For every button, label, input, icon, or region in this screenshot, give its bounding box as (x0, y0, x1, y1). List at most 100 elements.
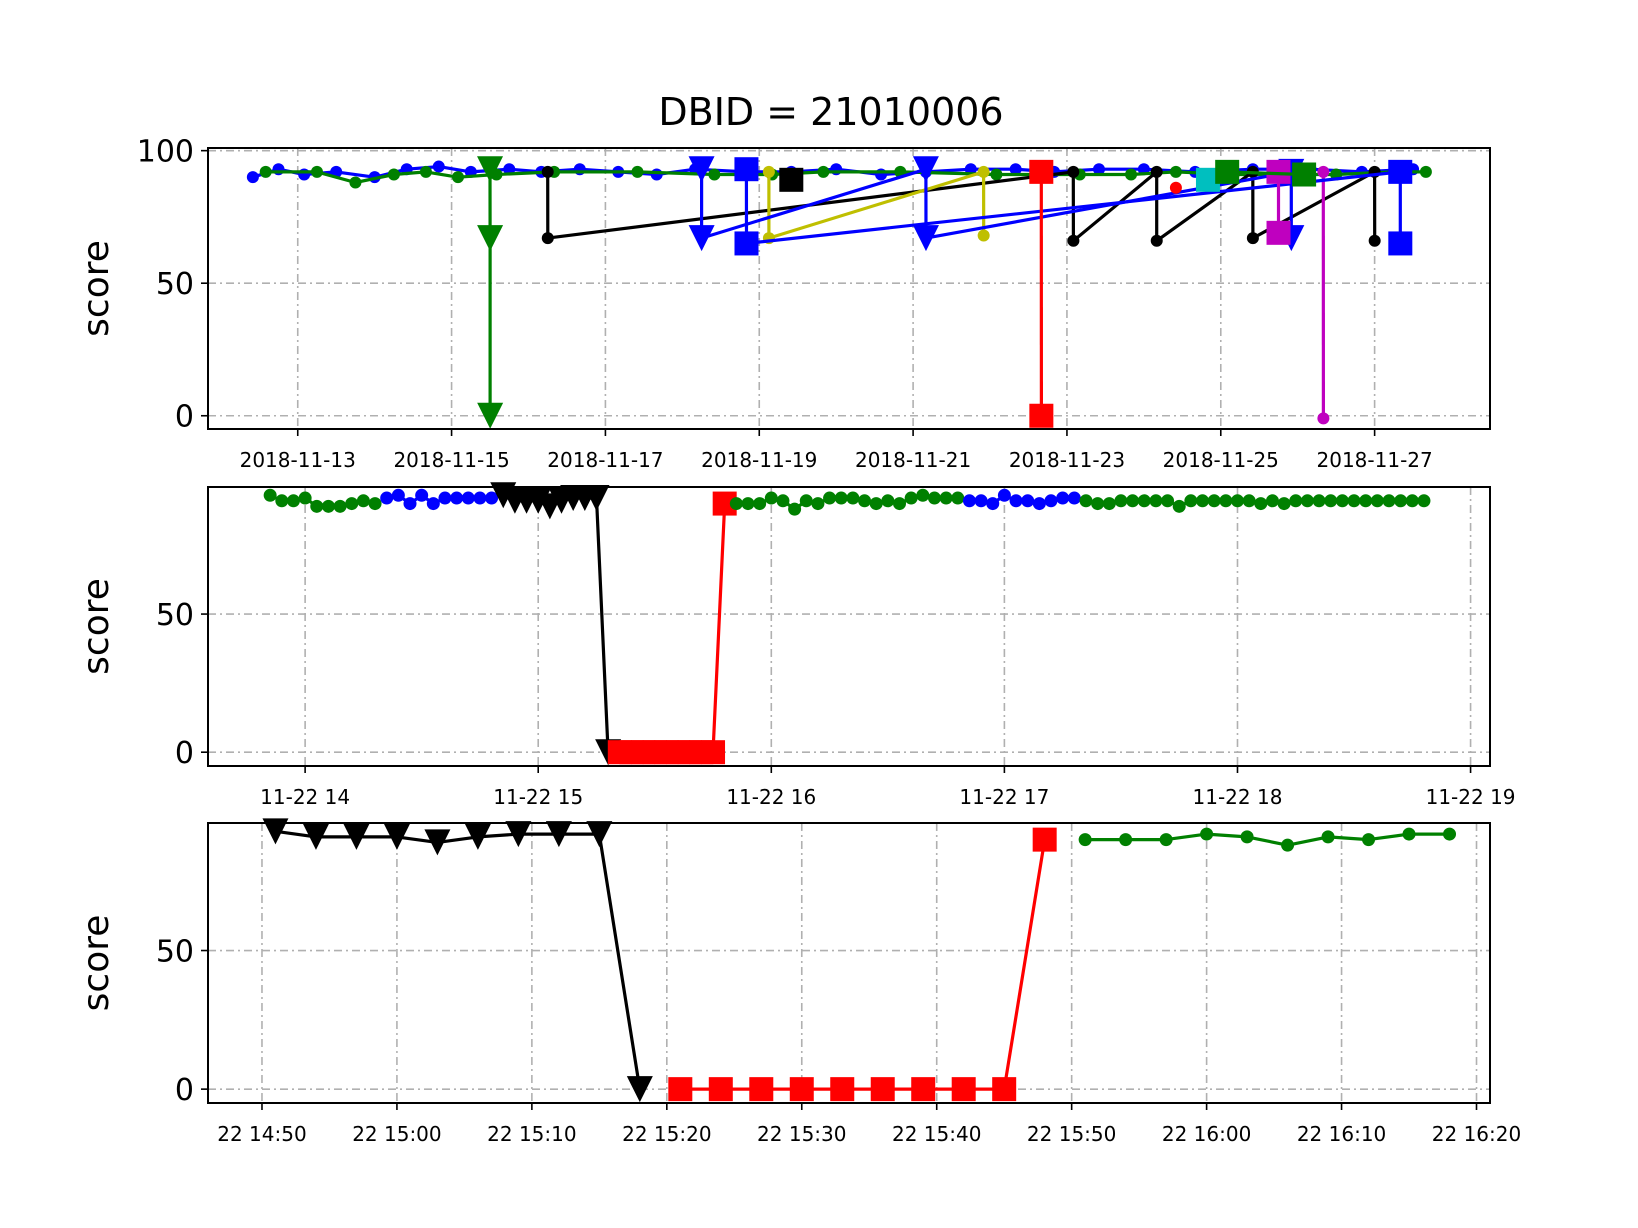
data-point (321, 499, 335, 513)
data-point (1078, 833, 1092, 847)
data-point (749, 1077, 774, 1102)
data-point (343, 823, 370, 850)
axes-frame (207, 822, 1491, 1104)
series-line (767, 170, 986, 240)
data-point (1405, 494, 1419, 508)
data-point (1388, 159, 1413, 184)
data-point (799, 494, 813, 508)
data-point (451, 171, 464, 184)
series-0 (263, 488, 382, 513)
data-point (1092, 163, 1105, 176)
data-point (246, 171, 259, 184)
data-point (1056, 491, 1070, 505)
data-point (893, 497, 907, 511)
data-point (1172, 499, 1186, 513)
data-point (302, 823, 329, 850)
axes-frame (207, 147, 1491, 430)
series-11 (1215, 159, 1317, 187)
series-4 (1317, 165, 1330, 425)
data-point (391, 488, 405, 502)
data-point (505, 821, 532, 848)
data-point (349, 176, 362, 189)
x-tick-label: 22 15:40 (892, 1122, 981, 1146)
data-point (419, 165, 432, 178)
data-point (1091, 497, 1105, 511)
data-point (1200, 827, 1214, 841)
series-3 (607, 491, 737, 765)
data-point (1419, 165, 1432, 178)
x-tick-label: 2018-11-19 (701, 448, 817, 472)
panel-hours: 11-22 14 11-22 15 11-22 16 11-22 17 11-22 18… (76, 482, 1516, 809)
x-tick-label: 2018-11-23 (1009, 448, 1125, 472)
data-point (712, 491, 737, 516)
x-tick-label: 22 15:00 (352, 1122, 441, 1146)
data-point (870, 1077, 895, 1102)
data-point (1246, 232, 1259, 245)
x-tick-label: 11-22 15 (493, 785, 583, 809)
data-point (904, 491, 918, 505)
data-point (1312, 494, 1326, 508)
y-axis-label: score (76, 240, 117, 337)
series-1 (668, 827, 1057, 1102)
data-point (992, 1077, 1017, 1102)
plot-area (262, 818, 1457, 1103)
series-1 (380, 488, 499, 511)
data-point (583, 485, 610, 512)
chart-title: DBID = 21010006 (658, 90, 1003, 134)
x-tick-label: 2018-11-15 (393, 448, 509, 472)
data-point (846, 491, 860, 505)
data-point (1317, 412, 1330, 425)
data-point (881, 494, 895, 508)
series-6 (1079, 494, 1431, 513)
data-point (275, 494, 289, 508)
data-point (779, 167, 804, 192)
data-point (912, 225, 939, 252)
data-point (789, 1077, 814, 1102)
data-point (464, 823, 491, 850)
data-point (298, 491, 312, 505)
data-point (485, 491, 499, 505)
data-point (1029, 159, 1054, 184)
series-4 (729, 488, 965, 516)
data-point (741, 497, 755, 511)
data-point (701, 740, 726, 765)
data-point (858, 494, 872, 508)
data-point (834, 491, 848, 505)
data-point (977, 229, 990, 242)
series-5 (477, 156, 504, 429)
data-point (1161, 494, 1175, 508)
series-2 (1078, 827, 1457, 852)
series-12 (779, 167, 804, 192)
data-point (1032, 497, 1046, 511)
data-point (1159, 833, 1173, 847)
series-13 (1169, 181, 1182, 194)
data-point (650, 168, 663, 181)
data-point (1443, 827, 1457, 841)
data-point (668, 1077, 693, 1102)
data-point (586, 821, 613, 848)
data-point (438, 491, 452, 505)
data-point (1044, 494, 1058, 508)
data-point (286, 494, 300, 508)
data-point (356, 494, 370, 508)
data-point (1321, 830, 1335, 844)
data-point (477, 225, 504, 252)
x-tick-label: 22 16:00 (1162, 1122, 1251, 1146)
data-point (1032, 827, 1057, 852)
data-point (541, 232, 554, 245)
data-point (1402, 827, 1416, 841)
data-point (259, 165, 272, 178)
data-point (1347, 494, 1361, 508)
series-line (744, 169, 1402, 245)
data-point (1359, 494, 1373, 508)
data-point (990, 168, 1003, 181)
x-tick-label: 11-22 17 (959, 785, 1049, 809)
panel-minutes: 22 14:50 22 15:00 22 15:10 22 15:20 22 15:30… (76, 818, 1521, 1146)
data-point (1240, 830, 1254, 844)
data-point (951, 1077, 976, 1102)
data-point (333, 499, 347, 513)
x-tick-label: 22 16:10 (1297, 1122, 1386, 1146)
data-point (1335, 494, 1349, 508)
data-point (997, 488, 1011, 502)
